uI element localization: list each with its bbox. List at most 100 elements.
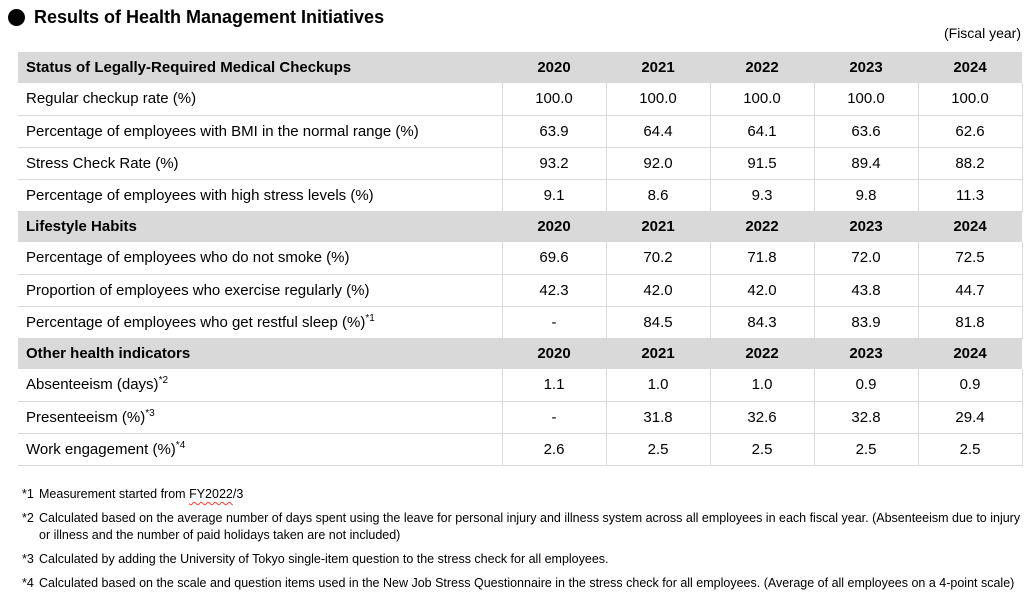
- fiscal-year-caption: (Fiscal year): [943, 25, 1021, 41]
- section-title: Other health indicators: [18, 338, 502, 369]
- footnote-3: *3 Calculated by adding the University o…: [22, 551, 1021, 568]
- cell-value: 100.0: [710, 83, 815, 116]
- year-header-2022: 2022: [710, 211, 814, 242]
- row-label-text: Presenteeism (%): [26, 408, 146, 426]
- footnote-text: Calculated based on the average number o…: [39, 511, 1021, 542]
- footnote-ref-3: *3: [145, 407, 155, 419]
- cell-value: 81.8: [918, 306, 1023, 339]
- footnote-marker: *1: [22, 487, 34, 501]
- footnote-text: Calculated by adding the University of T…: [39, 552, 609, 566]
- footnote-1: *1 Measurement started from FY2022/3: [22, 486, 1021, 503]
- cell-value: 32.8: [814, 401, 919, 434]
- row-label: Proportion of employees who exercise reg…: [18, 274, 503, 307]
- cell-value: 32.6: [710, 401, 815, 434]
- cell-value: 100.0: [918, 83, 1023, 116]
- cell-value: 70.2: [606, 242, 711, 275]
- cell-value: 1.0: [606, 369, 711, 402]
- year-header-2022: 2022: [710, 338, 814, 369]
- table-row-stress-check-rate: Stress Check Rate (%) 93.2 92.0 91.5 89.…: [18, 147, 1023, 180]
- cell-value: 69.6: [502, 242, 607, 275]
- section-header-other-indicators: Other health indicators 2020 2021 2022 2…: [18, 338, 1022, 369]
- year-header-2021: 2021: [606, 338, 710, 369]
- cell-value: 62.6: [918, 115, 1023, 148]
- year-header-2023: 2023: [814, 338, 918, 369]
- row-label: Percentage of employees who get restful …: [18, 306, 503, 339]
- year-header-2024: 2024: [918, 211, 1022, 242]
- cell-value: 44.7: [918, 274, 1023, 307]
- cell-value: 9.1: [502, 179, 607, 212]
- cell-value: 0.9: [814, 369, 919, 402]
- cell-value: 2.5: [918, 433, 1023, 466]
- cell-value: 2.6: [502, 433, 607, 466]
- cell-value: 84.5: [606, 306, 711, 339]
- health-metrics-table: Status of Legally-Required Medical Check…: [18, 52, 1023, 466]
- year-header-2023: 2023: [814, 52, 918, 83]
- footnote-marker: *3: [22, 552, 34, 566]
- year-header-2024: 2024: [918, 52, 1022, 83]
- cell-value: 2.5: [710, 433, 815, 466]
- cell-value: 2.5: [606, 433, 711, 466]
- table-row-presenteeism: Presenteeism (%)*3 - 31.8 32.6 32.8 29.4: [18, 401, 1023, 434]
- cell-value: 72.5: [918, 242, 1023, 275]
- cell-value: 63.9: [502, 115, 607, 148]
- cell-value: 72.0: [814, 242, 919, 275]
- footnote-2: *2 Calculated based on the average numbe…: [22, 510, 1021, 544]
- year-header-2020: 2020: [502, 338, 606, 369]
- row-label-text: Work engagement (%): [26, 440, 176, 458]
- cell-value: 1.0: [710, 369, 815, 402]
- table-row-regular-checkup: Regular checkup rate (%) 100.0 100.0 100…: [18, 83, 1023, 116]
- cell-value: 1.1: [502, 369, 607, 402]
- section-header-medical-checkups: Status of Legally-Required Medical Check…: [18, 52, 1022, 83]
- row-label: Work engagement (%)*4: [18, 433, 503, 466]
- section-title: Lifestyle Habits: [18, 211, 502, 242]
- year-header-2023: 2023: [814, 211, 918, 242]
- cell-value: 63.6: [814, 115, 919, 148]
- footnote-ref-2: *2: [158, 375, 169, 387]
- footnote-text-before: Measurement started from: [39, 487, 190, 501]
- footnote-ref-4: *4: [175, 439, 186, 451]
- cell-value: 0.9: [918, 369, 1023, 402]
- year-header-2021: 2021: [606, 52, 710, 83]
- footnote-ref-1: *1: [365, 312, 375, 324]
- table-row-high-stress-levels: Percentage of employees with high stress…: [18, 179, 1023, 212]
- table-row-non-smokers: Percentage of employees who do not smoke…: [18, 242, 1023, 275]
- row-label: Percentage of employees with BMI in the …: [18, 115, 503, 148]
- cell-value: 92.0: [606, 147, 711, 180]
- section-header-lifestyle-habits: Lifestyle Habits 2020 2021 2022 2023 202…: [18, 211, 1022, 242]
- row-label: Percentage of employees with high stress…: [18, 179, 503, 212]
- cell-value: 43.8: [814, 274, 919, 307]
- cell-value: 42.0: [710, 274, 815, 307]
- row-label: Stress Check Rate (%): [18, 147, 503, 180]
- year-header-2021: 2021: [606, 211, 710, 242]
- cell-value: 88.2: [918, 147, 1023, 180]
- table-row-regular-exercise: Proportion of employees who exercise reg…: [18, 274, 1023, 307]
- table-row-bmi-normal-range: Percentage of employees with BMI in the …: [18, 115, 1023, 148]
- footnote-text: Calculated based on the scale and questi…: [39, 576, 1015, 590]
- table-row-restful-sleep: Percentage of employees who get restful …: [18, 306, 1023, 339]
- table-row-work-engagement: Work engagement (%)*4 2.6 2.5 2.5 2.5 2.…: [18, 433, 1023, 466]
- cell-value: 93.2: [502, 147, 607, 180]
- row-label: Regular checkup rate (%): [18, 83, 503, 116]
- cell-value: -: [502, 401, 607, 434]
- footnote-4: *4 Calculated based on the scale and que…: [22, 575, 1021, 592]
- year-header-2020: 2020: [502, 52, 606, 83]
- year-header-2022: 2022: [710, 52, 814, 83]
- cell-value: 42.0: [606, 274, 711, 307]
- cell-value: 100.0: [814, 83, 919, 116]
- cell-value: 71.8: [710, 242, 815, 275]
- page-header: Results of Health Management Initiatives: [8, 7, 384, 28]
- cell-value: 8.6: [606, 179, 711, 212]
- row-label: Presenteeism (%)*3: [18, 401, 503, 434]
- row-label-text: Percentage of employees who get restful …: [26, 313, 366, 331]
- footnote-marker: *4: [22, 576, 34, 590]
- bullet-icon: [8, 9, 25, 26]
- cell-value: 64.4: [606, 115, 711, 148]
- cell-value: 11.3: [918, 179, 1023, 212]
- cell-value: 9.8: [814, 179, 919, 212]
- row-label: Absenteeism (days)*2: [18, 369, 503, 402]
- cell-value: 9.3: [710, 179, 815, 212]
- cell-value: 2.5: [814, 433, 919, 466]
- row-label-text: Absenteeism (days): [26, 376, 159, 394]
- row-label: Percentage of employees who do not smoke…: [18, 242, 503, 275]
